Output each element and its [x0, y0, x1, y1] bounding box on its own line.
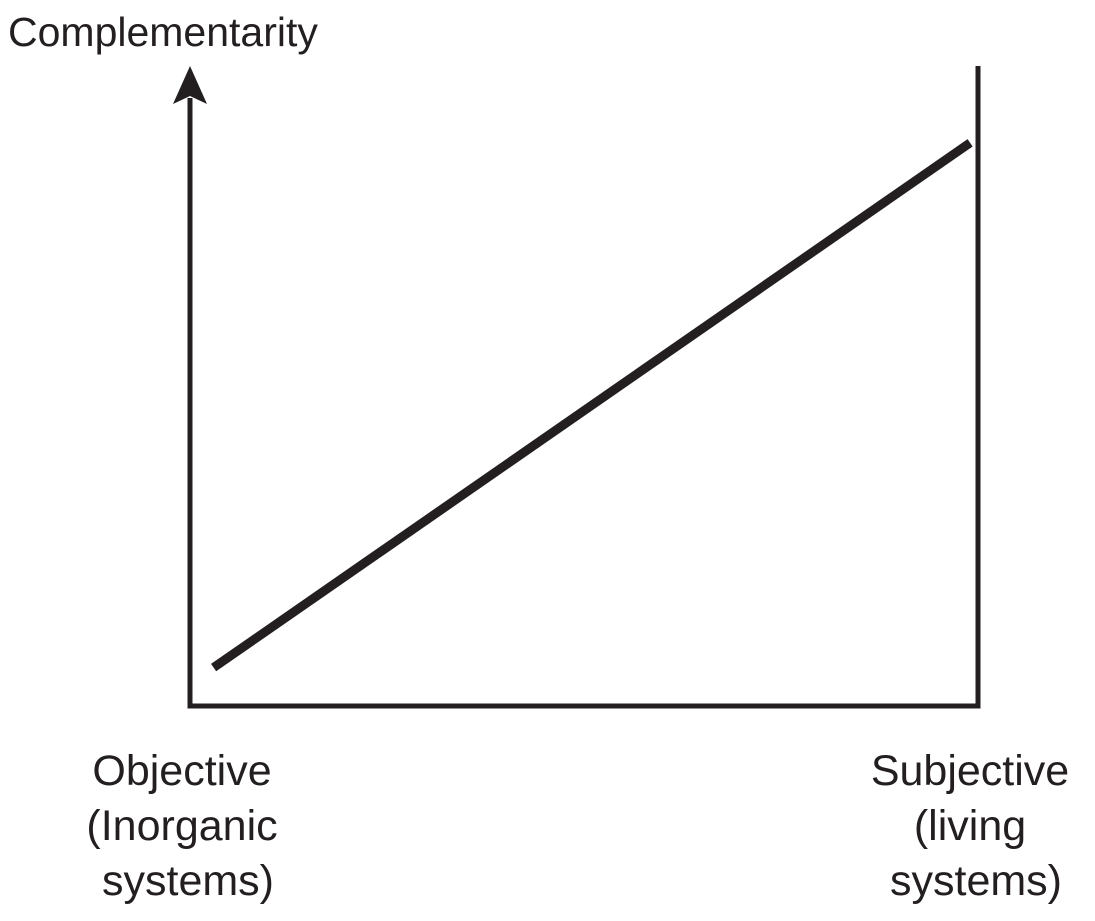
x-category-left-line-1: Objective: [92, 747, 271, 795]
x-category-left-line-3: systems): [102, 857, 274, 905]
x-category-right-line-2: (living: [914, 802, 1026, 850]
axes: [173, 66, 981, 709]
y-axis-arrowhead: [173, 66, 207, 104]
series: [211, 139, 973, 672]
x-category-right: Subjective (living systems): [871, 747, 1081, 905]
x-category-right-line-3: systems): [890, 857, 1062, 905]
x-category-right-line-1: Subjective: [871, 747, 1069, 795]
y-axis-label: Complementarity: [8, 9, 318, 55]
series-line: [211, 139, 973, 672]
x-category-left-line-2: (Inorganic: [86, 802, 277, 850]
x-category-left: Objective (Inorganic systems): [86, 747, 289, 905]
